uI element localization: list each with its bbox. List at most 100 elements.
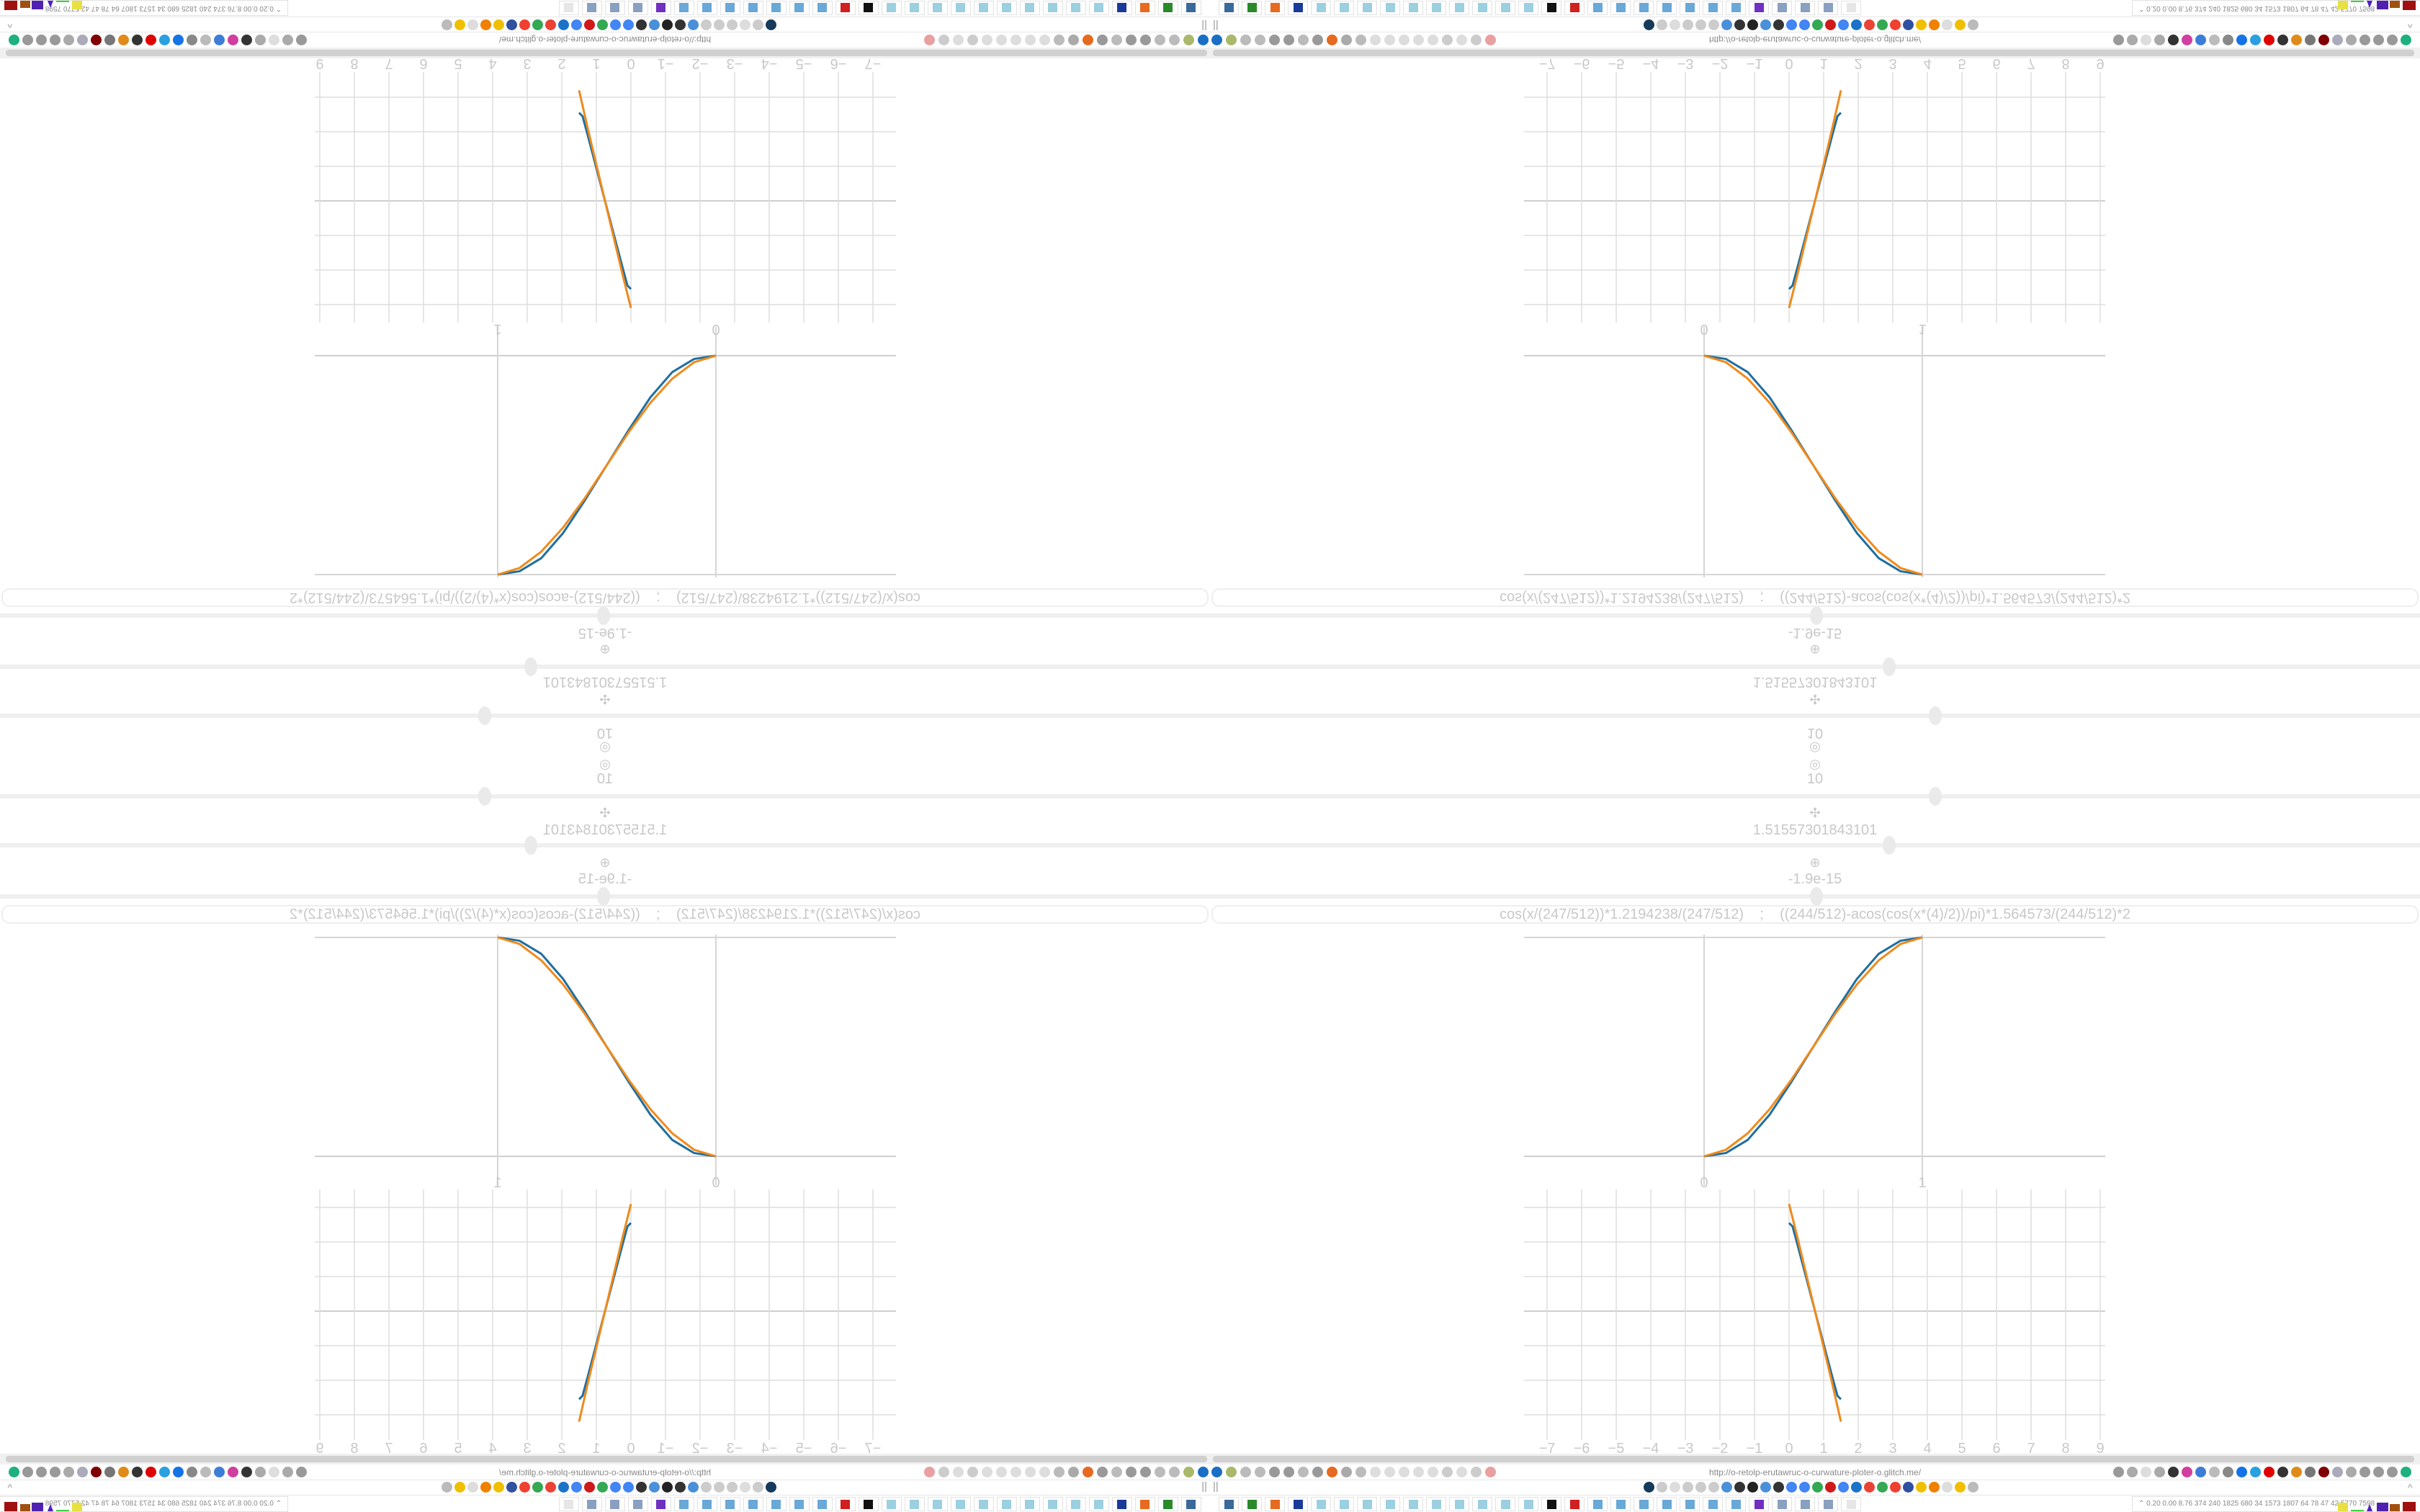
taskbar-button[interactable] [1657, 1, 1677, 15]
taskbar-button[interactable] [1449, 1, 1469, 15]
globe-icon[interactable] [1240, 1467, 1251, 1477]
taskbar-button[interactable] [951, 1, 971, 15]
red-gear-icon[interactable] [584, 19, 595, 30]
taskbar-button[interactable] [1426, 1, 1446, 15]
google-icon[interactable] [610, 19, 621, 30]
taskbar-button[interactable] [1703, 1, 1723, 15]
taskbar-button[interactable] [1403, 1497, 1423, 1511]
reload-icon[interactable] [255, 35, 266, 45]
taskbar-button[interactable] [1541, 1, 1561, 15]
slider-b[interactable] [0, 606, 1210, 625]
google-icon[interactable] [571, 1482, 582, 1493]
collapse-icon[interactable]: ^ [2408, 19, 2413, 30]
move-icon[interactable]: ✣ [1809, 806, 1821, 820]
taskbar-button[interactable] [1219, 1, 1239, 15]
taskbar-button[interactable] [1703, 1497, 1723, 1511]
google-icon[interactable] [610, 1482, 621, 1493]
taskbar-button[interactable] [1403, 1, 1423, 15]
translate-icon[interactable] [296, 35, 307, 45]
slider-thumb[interactable] [1929, 787, 1942, 806]
puzzle-icon[interactable] [50, 1467, 60, 1477]
slider-b[interactable] [0, 887, 1210, 906]
archive-icon[interactable] [104, 1467, 115, 1477]
taskbar-button[interactable] [1518, 1497, 1538, 1511]
puzzle-icon[interactable] [50, 35, 60, 45]
taskbar-button[interactable] [766, 1497, 786, 1511]
move-icon[interactable]: ✣ [599, 692, 611, 706]
gear-icon[interactable] [1068, 1467, 1079, 1477]
translate-icon[interactable] [2113, 1467, 2124, 1477]
slider-thumb[interactable] [524, 836, 537, 855]
taskbar-button[interactable] [859, 1, 879, 15]
image-icon[interactable] [454, 1482, 465, 1493]
trash-icon[interactable] [132, 1467, 143, 1477]
target-icon[interactable]: ◎ [599, 757, 611, 771]
google-icon[interactable] [1799, 19, 1810, 30]
headphones-icon[interactable] [1269, 1467, 1280, 1477]
plus-circle-icon[interactable] [2236, 35, 2247, 45]
back-arrow-icon[interactable] [1456, 1467, 1467, 1477]
hourglass-icon[interactable] [1968, 1482, 1978, 1493]
taskbar-button[interactable] [1564, 1497, 1585, 1511]
archive-icon[interactable] [104, 35, 115, 45]
taskbar-button[interactable] [1795, 1, 1815, 15]
headphones-icon[interactable] [1126, 35, 1137, 45]
extension-green-icon[interactable] [1226, 1467, 1237, 1477]
translate-blue-icon[interactable] [2195, 1467, 2206, 1477]
taskbar-button[interactable] [1334, 1497, 1354, 1511]
mute-circle-icon[interactable] [1708, 1482, 1719, 1493]
grid-icon[interactable] [1903, 19, 1914, 30]
mute-icon[interactable] [714, 19, 725, 30]
taskbar-button[interactable] [674, 1, 694, 15]
taskbar-button[interactable] [1610, 1, 1631, 15]
slider-thumb[interactable] [1929, 706, 1942, 725]
google-icon[interactable] [1864, 19, 1875, 30]
image-icon[interactable] [1916, 19, 1927, 30]
mute-icon[interactable] [714, 1482, 725, 1493]
taskbar-button[interactable] [1357, 1, 1377, 15]
taskbar-button[interactable] [1288, 1497, 1308, 1511]
museum-icon[interactable] [1773, 19, 1784, 30]
slider-a[interactable] [1210, 657, 2420, 676]
google-icon[interactable] [1799, 1482, 1810, 1493]
taskbar-button[interactable] [1772, 1497, 1792, 1511]
taskbar-button[interactable] [559, 1, 579, 15]
red-gear-icon[interactable] [1825, 1482, 1836, 1493]
yandex-icon[interactable] [1890, 1482, 1901, 1493]
taskbar-button[interactable] [1158, 1, 1178, 15]
google-icon[interactable] [1812, 1482, 1823, 1493]
trash-icon[interactable] [2277, 35, 2288, 45]
slider-count[interactable] [0, 706, 1210, 725]
translate-g-icon[interactable] [623, 19, 634, 30]
gear-icon[interactable] [1068, 35, 1079, 45]
lock-slash-icon[interactable] [924, 1467, 935, 1477]
taskbar-button[interactable] [997, 1497, 1017, 1511]
status-dot-icon[interactable] [2401, 35, 2411, 45]
lock-slash-icon[interactable] [1485, 1467, 1496, 1477]
formula-input[interactable]: cos(x/(247/512))*1.2194238/(247/512) ; (… [1211, 905, 2419, 924]
taskbar-button[interactable] [1634, 1, 1654, 15]
museum-icon[interactable] [1773, 1482, 1784, 1493]
dot-icon[interactable] [982, 1467, 992, 1477]
gear-icon[interactable] [187, 1467, 197, 1477]
download-icon[interactable] [241, 1467, 252, 1477]
ublock-icon[interactable] [2318, 35, 2329, 45]
mouse-icon[interactable] [2209, 1467, 2220, 1477]
taskbar-button[interactable] [1380, 1497, 1400, 1511]
grid-icon[interactable] [506, 19, 517, 30]
cc-icon[interactable] [467, 19, 478, 30]
star-icon[interactable] [2127, 1467, 2138, 1477]
cc-icon[interactable] [740, 19, 750, 30]
taskbar-button[interactable] [720, 1, 740, 15]
taskbar-button[interactable] [605, 1497, 625, 1511]
globe-icon[interactable] [1298, 1467, 1309, 1477]
google-icon[interactable] [571, 19, 582, 30]
gear-icon[interactable] [2223, 1467, 2233, 1477]
taskbar-button[interactable] [789, 1497, 810, 1511]
taskbar-button[interactable] [1449, 1497, 1469, 1511]
shield-icon[interactable] [938, 1467, 949, 1477]
target-icon[interactable]: ◎ [1809, 741, 1821, 755]
taskbar-button[interactable] [882, 1, 902, 15]
horizontal-scrollbar-thumb[interactable] [1213, 50, 2414, 56]
record-icon[interactable] [2264, 1467, 2275, 1477]
